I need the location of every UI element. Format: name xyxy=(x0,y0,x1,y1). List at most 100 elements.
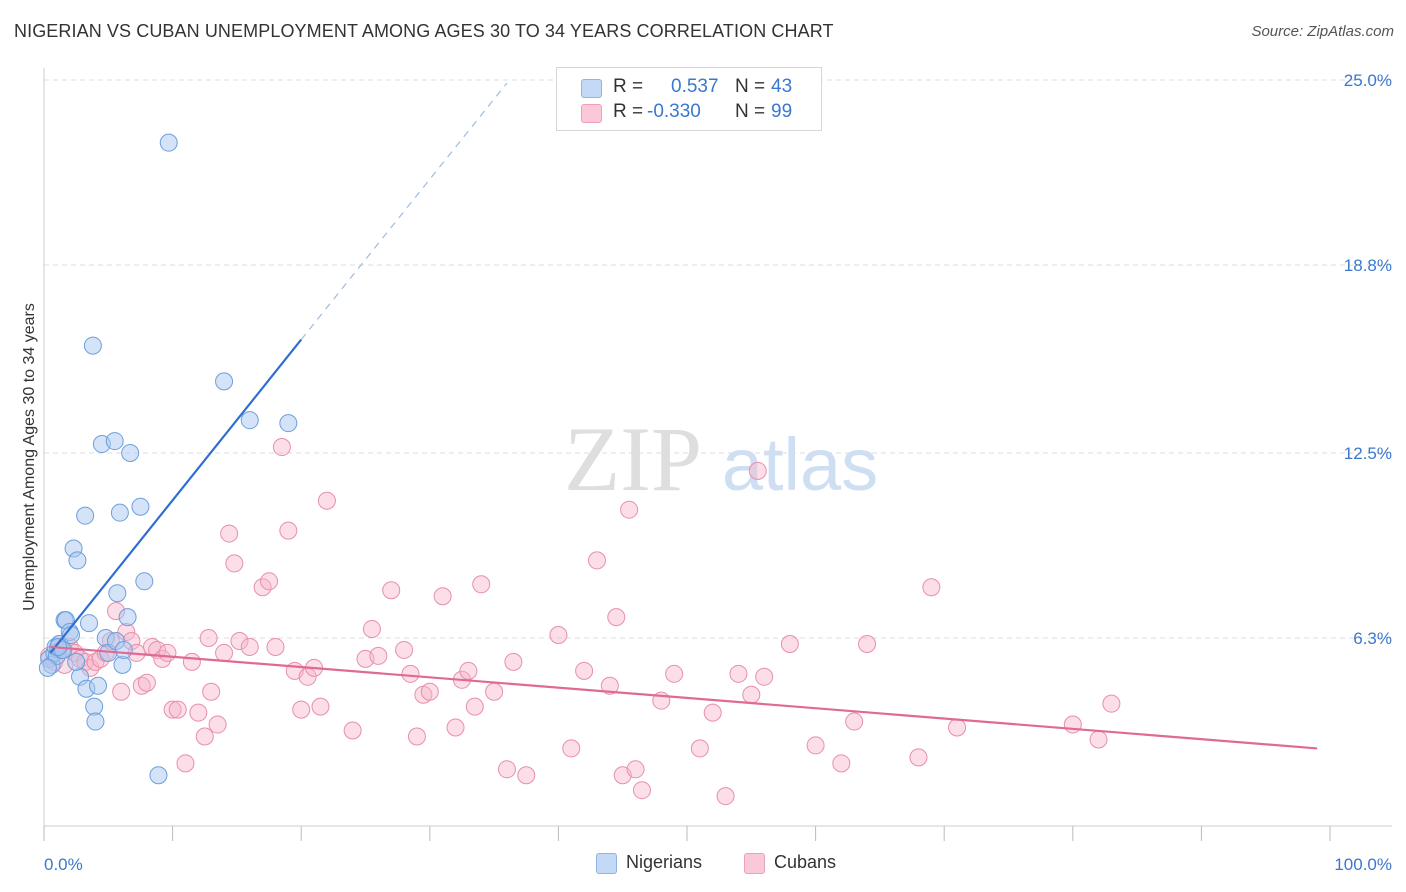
legend-swatch-cubans xyxy=(581,104,602,123)
zipatlas-watermark: ZIP atlas xyxy=(564,408,878,510)
nigerian-point xyxy=(114,640,133,659)
cuban-point xyxy=(215,643,234,662)
cuban-point xyxy=(575,661,594,680)
cuban-point xyxy=(620,500,639,519)
legend-n-label: N = xyxy=(735,101,766,122)
nigerian-point xyxy=(108,584,127,603)
cuban-point xyxy=(382,581,401,600)
watermark-atlas: atlas xyxy=(722,423,878,506)
cuban-point xyxy=(279,521,298,540)
cuban-point xyxy=(195,727,214,746)
cuban-point xyxy=(607,608,626,627)
cuban-point xyxy=(922,578,941,597)
cuban-point xyxy=(362,620,381,639)
legend-swatch-cubans xyxy=(744,853,765,874)
cuban-point xyxy=(485,682,504,701)
cuban-point xyxy=(137,673,156,692)
nigerian-point xyxy=(279,414,298,433)
cuban-point xyxy=(562,739,581,758)
legend-swatch-nigerians xyxy=(596,853,617,874)
series-legend: Nigerians Cubans xyxy=(0,852,1406,876)
cuban-point xyxy=(112,682,131,701)
cuban-point xyxy=(549,626,568,645)
cuban-point xyxy=(948,718,967,737)
cuban-point xyxy=(665,664,684,683)
cuban-point xyxy=(230,631,249,650)
cuban-point xyxy=(755,667,774,686)
legend-r-label: R = xyxy=(613,101,644,122)
cuban-point xyxy=(317,491,336,510)
cuban-point xyxy=(199,629,218,648)
cuban-point xyxy=(202,682,221,701)
nigerian-point xyxy=(118,608,137,627)
cuban-point xyxy=(845,712,864,731)
cuban-point xyxy=(748,461,767,480)
cuban-point xyxy=(208,715,227,734)
nigerian-point xyxy=(76,506,95,525)
chart-source: Source: ZipAtlas.com xyxy=(1251,23,1394,40)
nigerian-point xyxy=(86,712,105,731)
nigerian-point xyxy=(38,658,57,677)
nigerian-point xyxy=(67,652,86,671)
legend-n-value: 43 xyxy=(771,76,793,97)
cuban-point xyxy=(292,700,311,719)
nigerian-point xyxy=(105,432,124,451)
cuban-point xyxy=(168,700,187,719)
cuban-point xyxy=(632,781,651,800)
cuban-point xyxy=(1089,730,1108,749)
nigerian-point xyxy=(135,572,154,591)
cuban-point xyxy=(1063,715,1082,734)
cuban-point xyxy=(433,587,452,606)
cuban-point xyxy=(909,748,928,767)
nigerian-point xyxy=(80,614,99,633)
cuban-point xyxy=(497,760,516,779)
cuban-point xyxy=(266,637,285,656)
cuban-trendline xyxy=(50,645,1318,750)
nigerian-point xyxy=(131,497,150,516)
cuban-point xyxy=(626,760,645,779)
cuban-point xyxy=(132,676,151,695)
cuban-point xyxy=(182,652,201,671)
cuban-point xyxy=(420,682,439,701)
cuban-point xyxy=(401,664,420,683)
cuban-point xyxy=(395,640,414,659)
cuban-point xyxy=(1102,694,1121,713)
cuban-point xyxy=(742,685,761,704)
legend-swatch-nigerians xyxy=(581,79,602,98)
y-tick-label: 6.3% xyxy=(1353,629,1392,648)
watermark-zip: ZIP xyxy=(564,408,702,510)
cuban-point xyxy=(343,721,362,740)
legend-n-label: N = xyxy=(735,76,766,97)
nigerian-point xyxy=(149,766,168,785)
nigerian-point xyxy=(159,133,178,152)
nigerian-point xyxy=(215,372,234,391)
cuban-point xyxy=(225,554,244,573)
legend-r-value: -0.330 xyxy=(647,101,701,122)
nigerian-point xyxy=(85,697,104,716)
cuban-point xyxy=(504,652,523,671)
cuban-point xyxy=(465,697,484,716)
cuban-point xyxy=(690,739,709,758)
cuban-point xyxy=(600,676,619,695)
nigerian-point xyxy=(240,411,259,430)
legend-label-nigerians: Nigerians xyxy=(626,852,703,872)
cuban-point xyxy=(86,652,105,671)
x-tick-label: 100.0% xyxy=(1334,855,1392,874)
cuban-point xyxy=(260,572,279,591)
cuban-point xyxy=(806,736,825,755)
cuban-point xyxy=(517,766,536,785)
nigerian-point xyxy=(83,336,102,355)
correlation-legend: R = 0.537 N = 43 R = -0.330 N = 99 xyxy=(556,67,822,131)
nigerian-point xyxy=(89,676,108,695)
cuban-point xyxy=(729,664,748,683)
cuban-point xyxy=(446,718,465,737)
legend-n-value: 99 xyxy=(771,101,793,122)
nigerian-trendline xyxy=(49,338,303,654)
cuban-point xyxy=(369,646,388,665)
cuban-point xyxy=(176,754,195,773)
cuban-point xyxy=(220,524,239,543)
nigerian-point xyxy=(113,655,132,674)
cuban-point xyxy=(716,787,735,806)
y-tick-label: 18.8% xyxy=(1344,256,1392,275)
